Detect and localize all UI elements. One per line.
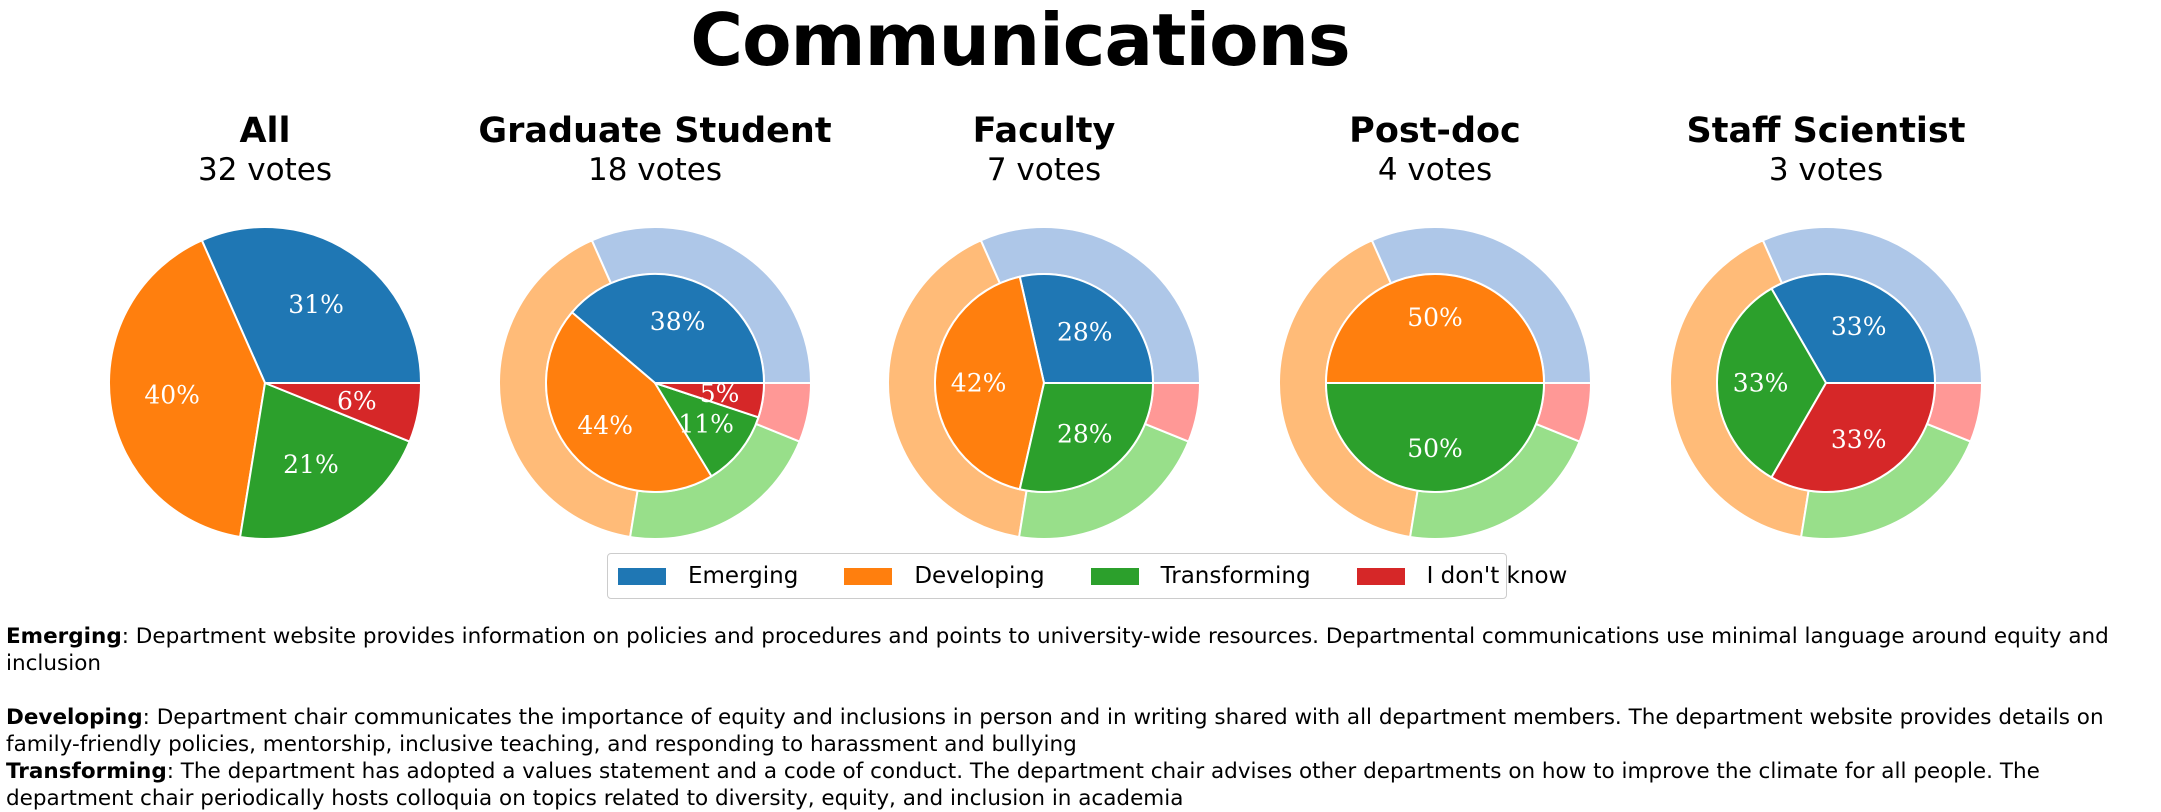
pie-slice-faculty-emerging <box>1018 273 1154 384</box>
pie-slice-all-i-don-t-know <box>264 382 422 443</box>
pie-slice-graduate-student-transforming <box>654 382 760 478</box>
pct-label-graduate-student-emerging: 38% <box>650 307 706 336</box>
pie-slice-post-doc-developing <box>1325 273 1545 384</box>
pct-label-graduate-student-developing: 44% <box>577 411 633 440</box>
pie-slice-faculty-developing <box>934 275 1045 491</box>
panel-title-all: All <box>239 111 291 151</box>
legend-swatch-transforming <box>1090 567 1139 585</box>
panel-title-staff-scientist: Staff Scientist <box>1686 111 1966 151</box>
pct-label-all-transforming: 21% <box>283 450 339 479</box>
pie-slice-graduate-student-emerging <box>571 273 765 384</box>
description-text: : The department has adopted a values st… <box>6 759 2040 811</box>
description-term: Emerging <box>6 624 122 649</box>
pct-label-all-emerging: 31% <box>288 290 344 319</box>
pct-label-staff-scientist-i-don-t-know: 33% <box>1831 425 1887 454</box>
legend-label-transforming: Transforming <box>1160 563 1311 589</box>
pct-label-staff-scientist-transforming: 33% <box>1733 369 1789 398</box>
legend-item-dont-know: I don't know <box>1356 563 1568 589</box>
legend-label-dont-know: I don't know <box>1426 563 1568 589</box>
legend: Emerging Developing Transforming I don't… <box>607 553 1567 599</box>
panel-votes-graduate-student: 18 votes <box>588 152 722 188</box>
description-term: Developing <box>6 705 143 730</box>
legend-swatch-developing <box>844 567 893 585</box>
pct-label-staff-scientist-emerging: 33% <box>1831 312 1887 341</box>
pct-label-all-i-don-t-know: 6% <box>337 386 377 415</box>
pct-label-all-developing: 40% <box>144 380 200 409</box>
pie-slice-faculty-transforming <box>1018 382 1154 493</box>
legend-label-emerging: Emerging <box>688 563 799 589</box>
description-text: : Department website provides informatio… <box>6 624 2109 676</box>
panel-title-post-doc: Post-doc <box>1349 111 1521 151</box>
page-title: Communications <box>690 0 1351 82</box>
pie-slice-staff-scientist-emerging <box>1770 273 1936 384</box>
pct-label-graduate-student-transforming: 11% <box>678 409 734 438</box>
description-term: Transforming <box>6 759 167 784</box>
description-developing: Developing: Department chair communicate… <box>6 704 2156 758</box>
pie-slice-graduate-student-i-don-t-know <box>654 382 765 419</box>
description-emerging: Emerging: Department website provides in… <box>6 623 2156 677</box>
pie-slice-graduate-student-developing <box>544 311 713 494</box>
panel-votes-faculty: 7 votes <box>986 152 1102 188</box>
pct-label-graduate-student-i-don-t-know: 5% <box>700 379 740 408</box>
legend-label-developing: Developing <box>914 563 1045 589</box>
panel-title-faculty: Faculty <box>972 111 1116 151</box>
panel-title-graduate-student: Graduate Student <box>478 111 832 151</box>
pct-label-faculty-emerging: 28% <box>1057 317 1113 346</box>
pie-slice-all-transforming <box>239 382 411 540</box>
pie-slice-post-doc-transforming <box>1325 382 1545 493</box>
pct-label-faculty-developing: 42% <box>951 369 1007 398</box>
pct-label-faculty-transforming: 28% <box>1057 420 1113 449</box>
description-transforming: Transforming: The department has adopted… <box>6 758 2156 812</box>
pie-charts: 31% 40% 21% 6% 38% 44% 11%5% 28% 42% 28% 50% 50% 33%… <box>108 226 1983 540</box>
legend-item-transforming: Transforming <box>1090 563 1311 589</box>
description-text: : Department chair communicates the impo… <box>6 705 2104 757</box>
pie-slice-staff-scientist-transforming <box>1716 287 1827 479</box>
pie-slice-all-developing <box>108 239 266 538</box>
legend-swatch-emerging <box>618 567 666 585</box>
pie-slice-all-emerging <box>200 226 422 384</box>
legend-item-developing: Developing <box>844 563 1045 589</box>
level-descriptions: Emerging: Department website provides in… <box>6 623 2156 812</box>
legend-item-emerging: Emerging <box>618 563 798 589</box>
pct-label-post-doc-developing: 50% <box>1407 303 1463 332</box>
panel-votes-all: 32 votes <box>198 152 332 188</box>
panel-votes-staff-scientist: 3 votes <box>1768 152 1884 188</box>
legend-swatch-dont-know <box>1356 567 1405 585</box>
pie-slice-staff-scientist-i-don-t-know <box>1770 382 1936 493</box>
panel-votes-post-doc: 4 votes <box>1377 152 1493 188</box>
pct-label-post-doc-transforming: 50% <box>1407 434 1463 463</box>
